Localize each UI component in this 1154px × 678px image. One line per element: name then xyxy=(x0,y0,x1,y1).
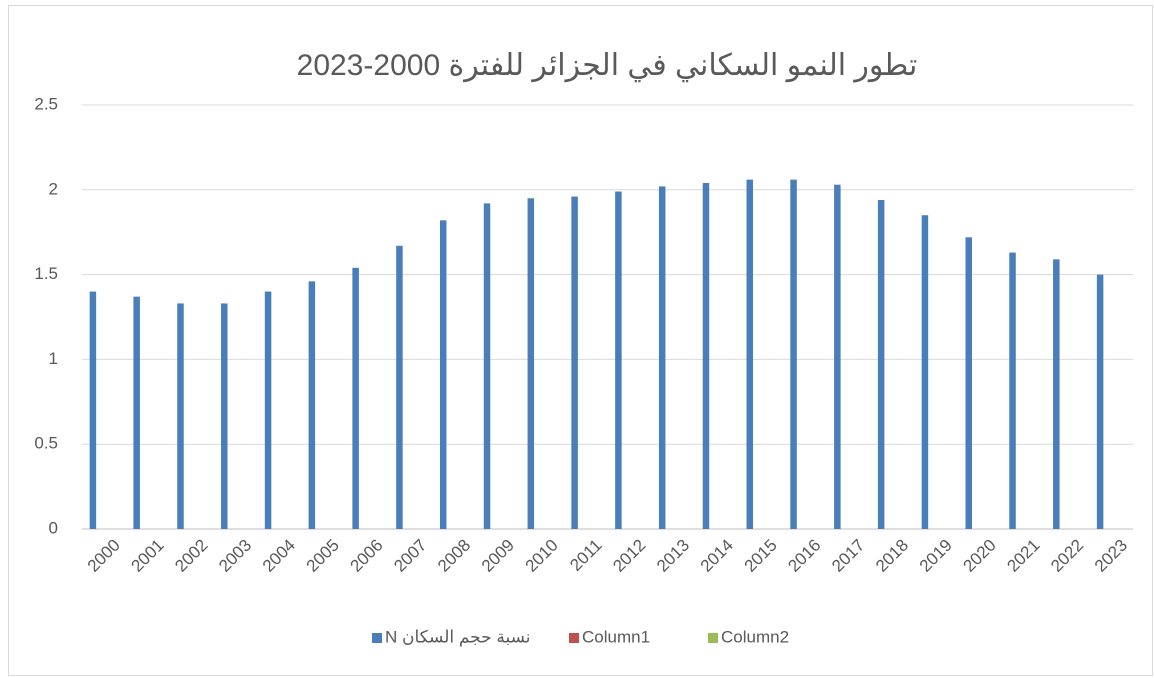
bar xyxy=(571,196,578,530)
bar xyxy=(1053,259,1060,529)
bar xyxy=(658,186,666,529)
bar xyxy=(1009,252,1016,529)
bar xyxy=(221,303,228,529)
bar xyxy=(264,291,272,529)
legend-swatch xyxy=(708,633,718,643)
bar xyxy=(921,215,929,530)
bar xyxy=(965,237,972,529)
chart-border xyxy=(8,5,1153,676)
bar xyxy=(790,179,797,529)
chart-title: تطور النمو السكاني في الجزائر للفترة 200… xyxy=(297,49,918,83)
legend-label: Column1 xyxy=(582,627,650,646)
y-tick-label: 0.5 xyxy=(34,434,58,453)
bar xyxy=(702,183,710,530)
y-tick-label: 0 xyxy=(49,518,58,537)
bar xyxy=(352,267,359,529)
bar xyxy=(746,179,754,529)
legend-swatch xyxy=(372,633,382,643)
bar xyxy=(133,296,140,529)
bar xyxy=(177,303,184,529)
legend-label: Column2 xyxy=(721,627,789,646)
bar xyxy=(615,191,622,529)
y-tick-label: 1.5 xyxy=(34,264,58,283)
bar xyxy=(527,198,535,529)
bar xyxy=(396,245,403,529)
y-tick-label: 2 xyxy=(49,179,58,198)
y-tick-label: 1 xyxy=(49,349,58,368)
bar xyxy=(439,220,447,529)
bar xyxy=(89,291,97,529)
bar xyxy=(877,199,885,529)
bar xyxy=(834,184,841,529)
bar xyxy=(1096,274,1104,529)
legend-label: N نسبة حجم السكان xyxy=(385,627,531,647)
bar xyxy=(483,203,491,530)
y-tick-label: 2.5 xyxy=(34,94,58,113)
legend-swatch xyxy=(569,633,579,643)
bar xyxy=(308,281,316,529)
